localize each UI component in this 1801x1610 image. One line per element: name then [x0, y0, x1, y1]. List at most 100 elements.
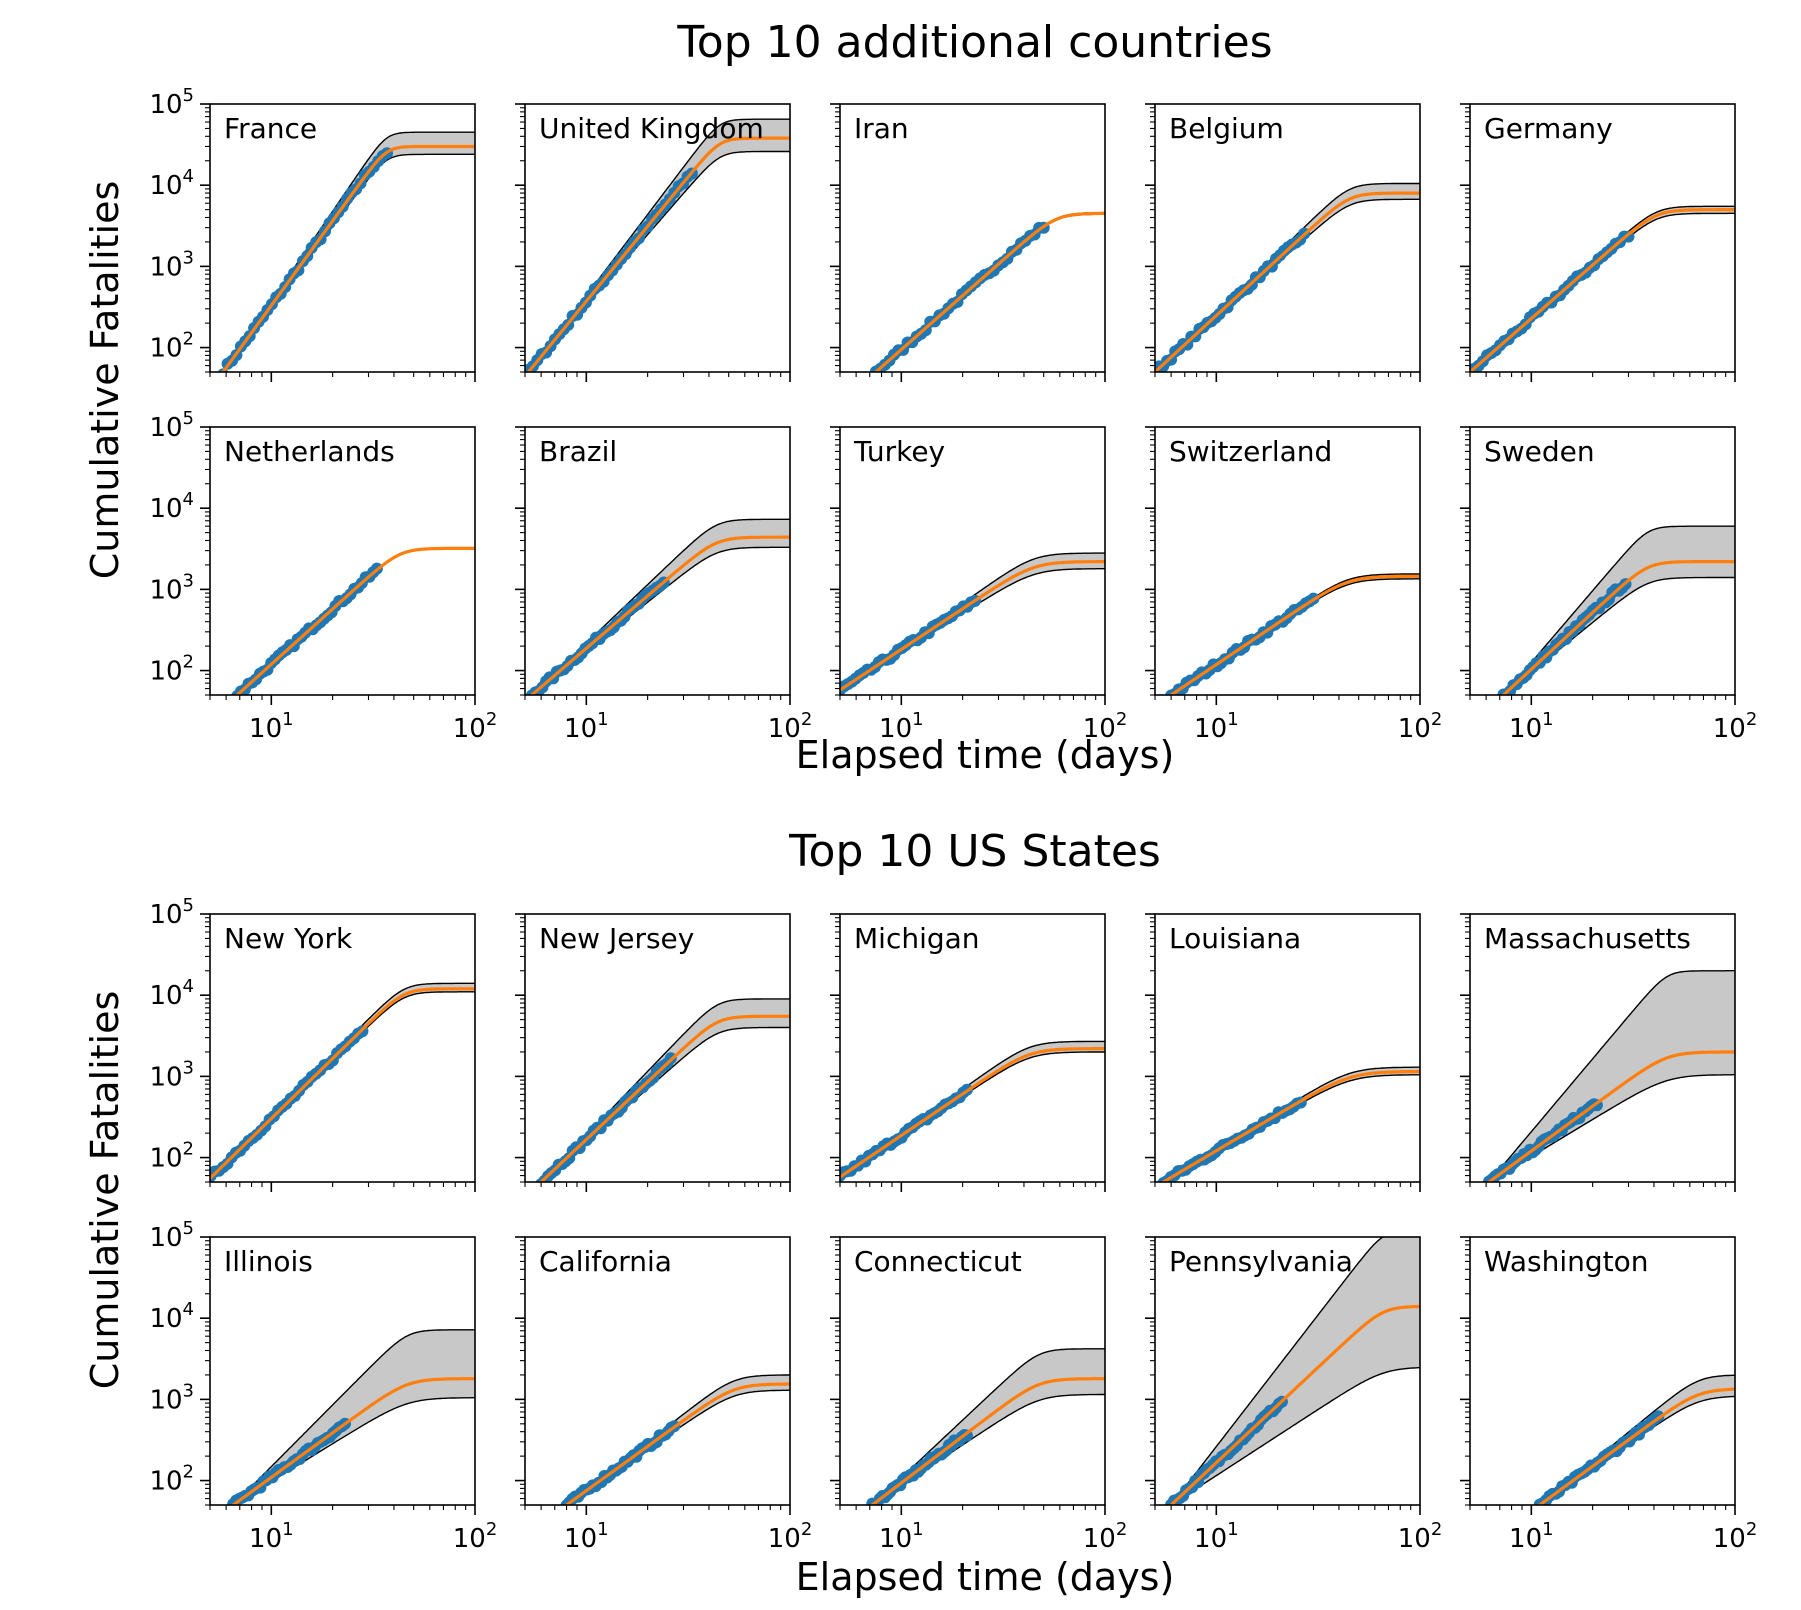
x-ticks [1469, 1182, 1736, 1192]
y-tick-label: 105 [149, 1218, 194, 1253]
x-ticks [209, 1505, 476, 1515]
fit-line [840, 559, 1105, 692]
y-tick-label: 102 [149, 329, 194, 364]
x-ticks [524, 695, 791, 705]
plot-area [227, 1329, 475, 1505]
x-tick-label: 102 [1083, 709, 1128, 744]
x-ticks [1154, 1182, 1421, 1192]
band-upper-line [527, 118, 790, 372]
panel-switzerland: Switzerland 101 102 [1145, 426, 1443, 744]
x-tick-label: 102 [1398, 709, 1443, 744]
panel-label: New York [224, 922, 353, 955]
x-tick-label: 102 [768, 709, 813, 744]
confidence-band [1470, 206, 1735, 372]
y-tick-label: 103 [149, 247, 194, 282]
confidence-band [872, 1348, 1105, 1505]
confidence-band [1539, 1375, 1735, 1505]
x-ticks [209, 695, 476, 705]
fit-line [563, 1382, 790, 1505]
x-ticks [1469, 1505, 1736, 1515]
band-upper-line [1470, 205, 1735, 372]
panel-label: Sweden [1484, 435, 1595, 468]
fit-line [1470, 208, 1735, 372]
fit-line [1501, 559, 1735, 695]
band-lower-line [1470, 212, 1735, 372]
chart-title: Top 10 US States [788, 826, 1161, 877]
band-upper-line [874, 211, 1105, 372]
band-upper-line [210, 982, 475, 1179]
band-lower-line [565, 1389, 790, 1505]
x-tick-label: 101 [249, 709, 294, 744]
x-tick-label: 101 [249, 1519, 294, 1554]
panel-turkey: Turkey 101 102 [830, 426, 1128, 744]
panel-label: Washington [1484, 1245, 1649, 1278]
fit-line [869, 1377, 1105, 1505]
confidence-band [1171, 1237, 1420, 1505]
x-tick-label: 101 [879, 709, 924, 744]
chart-group-top-10-us-states: Top 10 US States Elapsed time (days) Cumul… [83, 826, 1757, 1599]
confidence-band [1171, 574, 1420, 695]
x-tick-label: 102 [1713, 1519, 1758, 1554]
x-tick-label: 101 [1194, 709, 1239, 744]
panel-frame [1469, 103, 1736, 373]
fit-line [1160, 1069, 1420, 1182]
confidence-band [566, 1375, 790, 1505]
panel-frame [1154, 1236, 1421, 1506]
band-lower-line [1155, 198, 1420, 372]
panel-michigan: Michigan [830, 913, 1106, 1192]
chart-title: Top 10 additional countries [676, 17, 1272, 68]
panel-label: Massachusetts [1484, 922, 1691, 955]
x-ticks [839, 1182, 1106, 1192]
y-ticks [200, 1236, 210, 1506]
confidence-band [210, 983, 475, 1179]
panel-belgium: Belgium [1145, 103, 1421, 382]
fit-line [210, 987, 475, 1180]
panel-label: Michigan [854, 922, 980, 955]
plot-area [1497, 525, 1735, 695]
y-tick-label: 104 [149, 976, 194, 1011]
panel-netherlands: Netherlands 102 103 104 105 101 102 [149, 408, 497, 744]
panel-frame [1469, 1236, 1736, 1506]
panel-label: Louisiana [1169, 922, 1301, 955]
band-lower-line [540, 1026, 790, 1182]
x-ticks [1469, 695, 1736, 705]
panel-frame [524, 426, 791, 696]
y-ticks [515, 426, 525, 696]
band-lower-line [222, 153, 475, 372]
x-tick-label: 101 [564, 709, 609, 744]
fit-line [873, 211, 1105, 372]
panel-label: Brazil [539, 435, 617, 468]
x-ticks [1154, 372, 1421, 382]
panel-germany: Germany [1460, 103, 1736, 382]
confidence-band [840, 1041, 1105, 1178]
y-ticks [1145, 913, 1155, 1183]
fit-line [526, 136, 790, 372]
x-tick-label: 101 [564, 1519, 609, 1554]
y-ticks [1145, 426, 1155, 696]
panel-frame [524, 913, 791, 1183]
band-upper-line [1169, 573, 1420, 695]
band-upper-line [1170, 1237, 1385, 1505]
confidence-band [840, 553, 1105, 691]
x-tick-label: 101 [1194, 1519, 1239, 1554]
panel-label: Connecticut [854, 1245, 1022, 1278]
fit-line [1155, 191, 1420, 372]
plot-area [869, 211, 1105, 372]
plot-area [1165, 573, 1420, 695]
panel-france: France 102 103 104 105 [149, 85, 476, 382]
y-ticks [515, 103, 525, 373]
x-tick-label: 102 [1083, 1519, 1128, 1554]
x-ticks [839, 695, 1106, 705]
x-ticks [839, 372, 1106, 382]
y-tick-label: 102 [149, 1462, 194, 1497]
panel-frame [209, 426, 476, 696]
fit-line [1168, 1304, 1420, 1505]
y-ticks [515, 913, 525, 1183]
plot-area [1483, 970, 1735, 1182]
plot-area [560, 1374, 790, 1505]
band-lower-line [840, 568, 1105, 691]
panel-label: New Jersey [539, 922, 694, 955]
fit-line [230, 1377, 475, 1505]
y-ticks [515, 1236, 525, 1506]
band-upper-line [236, 547, 475, 695]
